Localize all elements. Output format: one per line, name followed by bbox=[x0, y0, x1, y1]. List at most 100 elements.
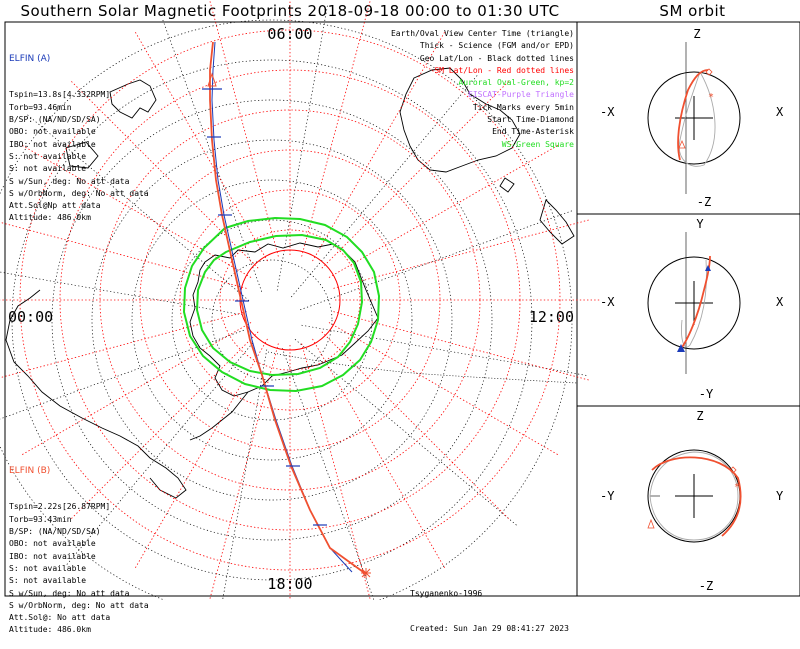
mlt-label-top: 06:00 bbox=[267, 25, 312, 43]
elfin-a-line: Altitude: 486.0km bbox=[9, 213, 91, 223]
sm-lat-circle bbox=[19, 29, 561, 571]
orbit-yz-red bbox=[651, 456, 742, 537]
tasmania bbox=[499, 177, 515, 193]
svg-text:*: * bbox=[708, 92, 714, 103]
geo-lon-line bbox=[0, 271, 243, 316]
sm-lon-line bbox=[321, 80, 510, 269]
coastlines bbox=[5, 67, 575, 499]
orbit-xz-top: Z bbox=[693, 27, 700, 41]
sm-lat-circle bbox=[219, 229, 361, 371]
orbit-xz-gray bbox=[678, 71, 716, 167]
elfin-a-line: S: not available bbox=[9, 164, 87, 174]
sm-lon-line bbox=[209, 0, 279, 257]
sm-lon-line bbox=[301, 343, 371, 600]
geo-lon-line bbox=[0, 329, 244, 420]
legend-line: EISCAT-Purple Triangle bbox=[468, 90, 574, 100]
elfin-a-line: OBO: not available bbox=[9, 127, 96, 137]
elfin-a-line: B/SP: (NA/ND/SD/SA) bbox=[9, 115, 101, 125]
mlt-label-right: 12:00 bbox=[529, 308, 574, 326]
elfin-b-info: ELFIN (B) Tspin=2.22s[26.87RPM] Torb=93.4… bbox=[9, 440, 149, 649]
elfin-a-line: IBO: not available bbox=[9, 139, 96, 149]
mlt-label-bottom: 18:00 bbox=[267, 575, 312, 593]
geo-lon-line bbox=[162, 19, 263, 292]
elfin-a-line: S w/Sun, deg: No att data bbox=[9, 176, 130, 186]
elfin-b-line: S w/OrbNorm, deg: No att data bbox=[9, 600, 149, 610]
legend-line: Tick Marks every 5min bbox=[472, 102, 574, 112]
elfin-b-line: S w/Sun, deg: No att data bbox=[9, 588, 130, 598]
geo-lat-circle bbox=[51, 99, 493, 541]
geo-lon-line bbox=[300, 210, 573, 311]
footprint-map: 06:00 18:00 00:00 12:00 Z -Z -X X * bbox=[0, 0, 800, 600]
model-name: Tsyganenko-1996 bbox=[410, 589, 483, 598]
svg-text:*: * bbox=[734, 482, 740, 493]
elfin-a-line: Tspin=13.8s[4.332RPM] bbox=[9, 90, 111, 100]
elfin-b-line: IBO: not available bbox=[9, 551, 96, 561]
geo-lon-line bbox=[276, 4, 328, 291]
connector-line bbox=[267, 351, 578, 384]
orbit-panel-xy: Y -Y -X X bbox=[600, 217, 784, 401]
madagascar bbox=[65, 141, 99, 169]
orbit-xz-bottom: -Z bbox=[697, 195, 711, 209]
geo-lon-line bbox=[222, 349, 268, 600]
elfin-a-line: Torb=93.46min bbox=[9, 102, 72, 112]
elfin-a-line: Att.Sol@Np att data bbox=[9, 201, 101, 211]
track-ticks bbox=[202, 88, 327, 526]
legend-line: Geo Lat/Lon - Black dotted lines bbox=[419, 53, 574, 63]
elfin-b-line: Torb=93.43min bbox=[9, 514, 72, 524]
geo-lat-circle bbox=[171, 219, 373, 421]
africa bbox=[109, 79, 157, 119]
orbit-frame-2 bbox=[576, 213, 800, 407]
south-america bbox=[5, 289, 187, 499]
sm-latitude-circle bbox=[239, 249, 341, 351]
credits: Tsyganenko-1996 Created: Sun Jan 29 08:4… bbox=[410, 565, 569, 646]
antarctic-peninsula bbox=[189, 391, 249, 441]
orbit-xy-left: -X bbox=[600, 295, 615, 309]
elfin-b-name: ELFIN (B) bbox=[9, 465, 51, 476]
orbit-xz-red bbox=[677, 69, 709, 161]
orbit-title: SM orbit bbox=[659, 2, 726, 20]
legend-line: WS-Green Square bbox=[501, 139, 574, 149]
orbit-panel-xz: Z -Z -X X * bbox=[600, 27, 784, 209]
sm-lon-line bbox=[134, 338, 268, 569]
legend: Earth/Oval View Center Time (triangle) Th… bbox=[391, 28, 574, 151]
geo-lat-circle bbox=[131, 179, 413, 461]
orbit-xz-left: -X bbox=[600, 105, 615, 119]
created-timestamp: Created: Sun Jan 29 08:41:27 2023 bbox=[410, 623, 569, 633]
new-zealand bbox=[539, 199, 575, 245]
legend-line: SM Lat/Lon - Red dotted lines bbox=[434, 65, 574, 75]
elfin-b-line: Altitude: 486.0km bbox=[9, 625, 91, 635]
orbit-panels: Z -Z -X X * Y -Y -X X bbox=[600, 27, 784, 593]
sm-lon-line bbox=[70, 331, 259, 520]
elfin-a-name: ELFIN (A) bbox=[9, 53, 51, 64]
mlt-label-left: 00:00 bbox=[8, 308, 53, 326]
aurora-oval-outer bbox=[182, 216, 381, 393]
sm-lon-line bbox=[328, 144, 559, 278]
orbit-yz-gray bbox=[649, 451, 739, 541]
end-asterisk bbox=[361, 568, 371, 578]
view-center-triangle bbox=[207, 72, 217, 87]
legend-line: Start Time-Diamond bbox=[487, 115, 574, 125]
sm-lon-line bbox=[333, 219, 590, 289]
geo-lat-circle bbox=[11, 59, 533, 581]
sm-lon-line bbox=[0, 311, 247, 379]
orbit-xz-right: X bbox=[776, 105, 784, 119]
elfin-b-line: S: not available bbox=[9, 576, 87, 586]
orbit-xy-top: Y bbox=[696, 217, 704, 231]
elfin-b-lines: Tspin=2.22s[26.87RPM] Torb=93.43min B/SP: … bbox=[9, 501, 149, 636]
orbit-xy-red bbox=[679, 255, 711, 351]
sm-lon-line bbox=[321, 331, 510, 520]
orbit-xy-bottom: -Y bbox=[699, 387, 714, 401]
orbit-xy-right: X bbox=[776, 295, 784, 309]
sm-grid bbox=[0, 0, 600, 600]
elfin-b-line: Att.Sol@: No att data bbox=[9, 613, 111, 623]
legend-line: Auroral Oval-Green, kp=2 bbox=[458, 78, 574, 88]
geo-lat-circle bbox=[91, 139, 453, 501]
geo-lon-line bbox=[281, 348, 375, 600]
elfin-b-line: OBO: not available bbox=[9, 539, 96, 549]
geo-lon-line bbox=[294, 339, 518, 526]
geo-grid bbox=[0, 4, 588, 600]
geo-lat-circle bbox=[0, 19, 573, 600]
sm-lon-line bbox=[21, 144, 252, 278]
sm-lon-line bbox=[312, 31, 446, 262]
geo-lon-line bbox=[26, 114, 250, 301]
